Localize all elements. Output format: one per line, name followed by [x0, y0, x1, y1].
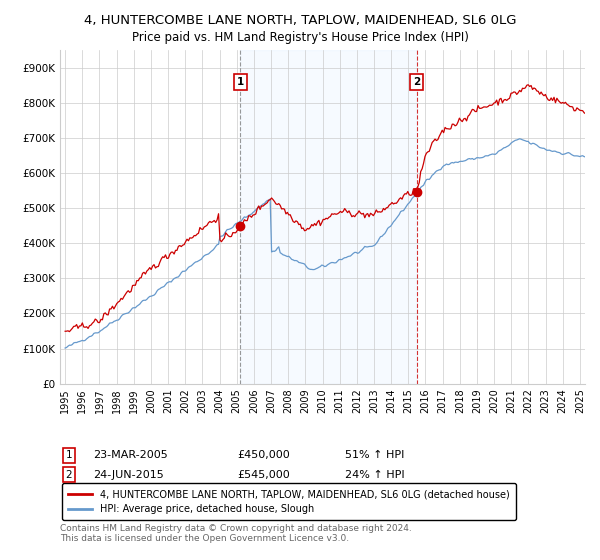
- Text: 23-MAR-2005: 23-MAR-2005: [93, 450, 168, 460]
- Text: 1: 1: [237, 77, 244, 87]
- Text: 51% ↑ HPI: 51% ↑ HPI: [345, 450, 404, 460]
- Legend: 4, HUNTERCOMBE LANE NORTH, TAPLOW, MAIDENHEAD, SL6 0LG (detached house), HPI: Av: 4, HUNTERCOMBE LANE NORTH, TAPLOW, MAIDE…: [62, 483, 516, 520]
- Text: 2: 2: [413, 77, 420, 87]
- Text: 24-JUN-2015: 24-JUN-2015: [93, 470, 164, 480]
- Bar: [241, 50, 416, 384]
- Text: 4, HUNTERCOMBE LANE NORTH, TAPLOW, MAIDENHEAD, SL6 0LG: 4, HUNTERCOMBE LANE NORTH, TAPLOW, MAIDE…: [84, 14, 516, 27]
- Text: Price paid vs. HM Land Registry's House Price Index (HPI): Price paid vs. HM Land Registry's House …: [131, 31, 469, 44]
- Text: Contains HM Land Registry data © Crown copyright and database right 2024.
This d: Contains HM Land Registry data © Crown c…: [60, 524, 412, 543]
- Text: 2: 2: [65, 470, 73, 480]
- Text: 24% ↑ HPI: 24% ↑ HPI: [345, 470, 404, 480]
- Text: £545,000: £545,000: [237, 470, 290, 480]
- Text: £450,000: £450,000: [237, 450, 290, 460]
- Text: 1: 1: [65, 450, 73, 460]
